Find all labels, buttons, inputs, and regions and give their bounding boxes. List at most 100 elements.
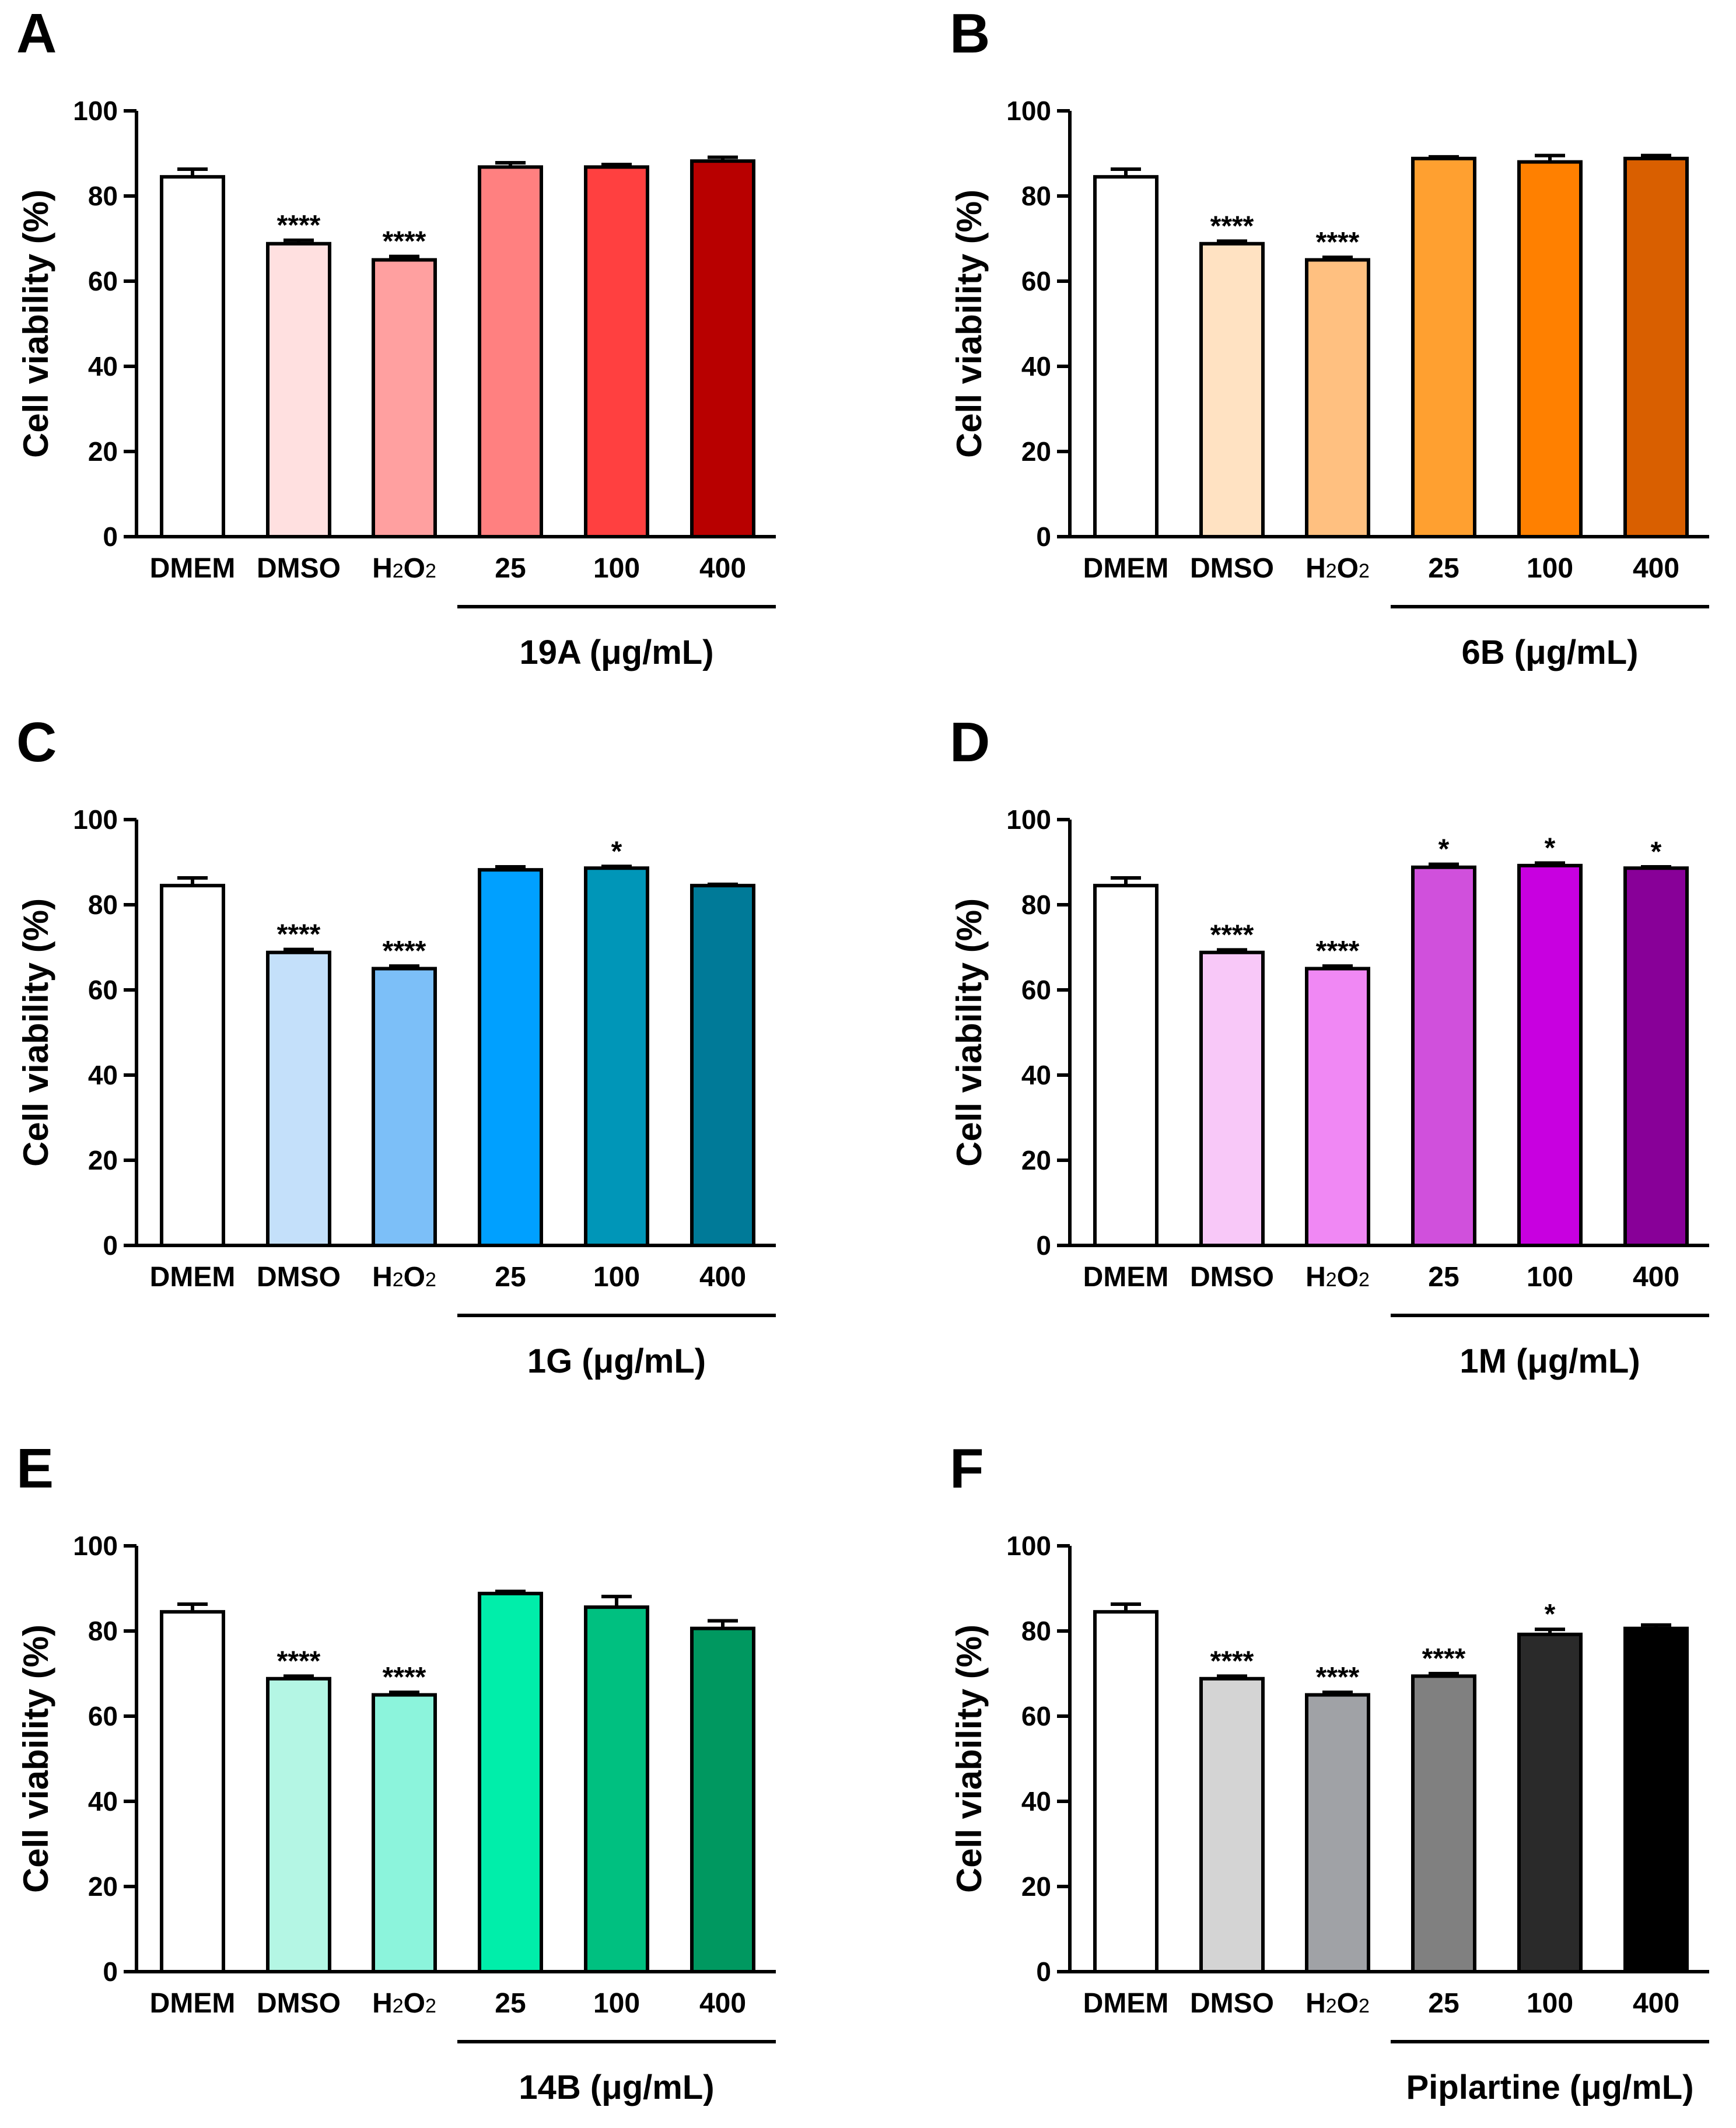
bar-DMSO: [1199, 950, 1265, 1247]
axes: [1068, 111, 1709, 538]
error-bar: [1217, 1674, 1247, 1679]
bar-25: [478, 165, 543, 538]
bar-25: [1411, 1674, 1476, 1973]
y-tick-label: 0: [103, 1957, 118, 1987]
bar-400: [690, 1626, 755, 1973]
error-bar: [177, 1602, 208, 1612]
axes: [135, 1546, 776, 1973]
significance-marker: ****: [1316, 936, 1360, 967]
significance-marker: ****: [1316, 1662, 1360, 1693]
y-tick-label: 100: [73, 96, 118, 126]
panel-A: A Cell viability (%) 0 20 40 60 80 100 DMEM **** D…: [16, 2, 776, 671]
category-label: H2O2: [372, 1262, 436, 1293]
y-tick-label: 0: [103, 522, 118, 552]
y-tick-label: 60: [88, 975, 118, 1005]
category-label: 100: [1527, 1262, 1573, 1293]
group-label: 1M (μg/mL): [1460, 1342, 1640, 1380]
category-label: DMEM: [1083, 1262, 1169, 1293]
panel-E: E Cell viability (%) 0 20 40 60 80 100 DMEM **** D…: [16, 1437, 776, 2106]
y-tick-label: 40: [1021, 351, 1051, 382]
significance-marker: *: [1438, 834, 1450, 865]
panel-letter: D: [950, 711, 990, 774]
error-bar: [495, 865, 526, 870]
panel-B: B Cell viability (%) 0 20 40 60 80 100 DMEM **** D…: [950, 2, 1709, 671]
error-bar: [1535, 1628, 1565, 1634]
category-label: DMSO: [1190, 1988, 1274, 2019]
y-tick-label: 80: [88, 1616, 118, 1646]
y-axis-label: Cell viability (%): [16, 898, 55, 1167]
y-tick-label: 20: [1021, 436, 1051, 467]
y-tick-label: 80: [1021, 181, 1051, 211]
y-tick-label: 40: [88, 351, 118, 382]
y-tick-label: 100: [73, 804, 118, 835]
error-bar: [1641, 865, 1671, 869]
y-tick-label: 20: [88, 436, 118, 467]
bar-25: [478, 868, 543, 1247]
y-tick-label: 60: [1021, 975, 1051, 1005]
bar-25: [1411, 865, 1476, 1247]
error-bar: [1111, 1602, 1141, 1612]
category-label: DMSO: [1190, 1262, 1274, 1293]
bar-100: [1517, 160, 1583, 539]
category-label: 25: [495, 1262, 526, 1293]
significance-marker: ****: [277, 919, 321, 950]
significance-marker: *: [1651, 836, 1662, 867]
category-label: 400: [699, 553, 746, 584]
error-bar: [1217, 948, 1247, 953]
category-label: DMSO: [1190, 553, 1274, 584]
significance-marker: ****: [1316, 227, 1360, 258]
panel-D: D Cell viability (%) 0 20 40 60 80 100 DMEM **** D…: [950, 711, 1709, 1380]
category-label: DMEM: [1083, 1988, 1169, 2019]
category-label: 100: [593, 1988, 640, 2019]
category-label: DMEM: [150, 1262, 236, 1293]
error-bar: [1322, 1690, 1353, 1695]
y-tick-label: 20: [88, 1871, 118, 1902]
group-label: 6B (μg/mL): [1462, 634, 1639, 671]
bar-DMEM: [160, 175, 225, 538]
bar-DMSO: [266, 950, 331, 1247]
error-bar: [389, 254, 419, 260]
error-bar: [495, 1590, 526, 1594]
category-label: H2O2: [1306, 1988, 1370, 2019]
error-bar: [284, 1674, 314, 1679]
y-tick-label: 0: [103, 1230, 118, 1261]
category-label: 400: [699, 1988, 746, 2019]
category-label: 25: [495, 1988, 526, 2019]
category-label: DMEM: [150, 553, 236, 584]
error-bar: [1111, 876, 1141, 886]
error-bar: [708, 1619, 738, 1629]
category-label: DMSO: [257, 1988, 341, 2019]
y-tick-label: 20: [1021, 1145, 1051, 1175]
bar-H2O2: [372, 258, 437, 538]
error-bar: [601, 162, 632, 167]
y-tick-label: 60: [88, 266, 118, 296]
bar-DMSO: [266, 242, 331, 538]
error-bar: [1111, 167, 1141, 177]
error-bar: [1322, 964, 1353, 969]
group-label: Piplartine (μg/mL): [1406, 2068, 1693, 2106]
category-label: 100: [593, 1262, 640, 1293]
bar-DMEM: [160, 1610, 225, 1973]
error-bar: [1429, 155, 1459, 159]
category-label: DMSO: [257, 1262, 341, 1293]
category-label: 100: [593, 553, 640, 584]
significance-marker: ****: [1422, 1643, 1466, 1674]
bar-100: [584, 866, 649, 1248]
y-tick-label: 20: [1021, 1871, 1051, 1902]
panel-C: C Cell viability (%) 0 20 40 60 80 100 DMEM **** D…: [16, 711, 776, 1380]
significance-marker: ****: [383, 936, 426, 967]
significance-marker: *: [611, 836, 622, 867]
category-label: H2O2: [1306, 1262, 1370, 1293]
error-bar: [284, 947, 314, 953]
bar-100: [584, 1605, 649, 1973]
group-label: 19A (μg/mL): [519, 634, 713, 671]
category-label: DMSO: [257, 553, 341, 584]
category-label: 25: [1428, 1988, 1459, 2019]
significance-marker: ****: [1210, 1646, 1254, 1676]
y-tick-label: 0: [1036, 1230, 1051, 1261]
y-tick-label: 40: [1021, 1786, 1051, 1817]
significance-marker: ****: [383, 226, 426, 257]
category-label: 400: [1633, 1988, 1679, 2019]
panel-letter: B: [950, 2, 990, 65]
